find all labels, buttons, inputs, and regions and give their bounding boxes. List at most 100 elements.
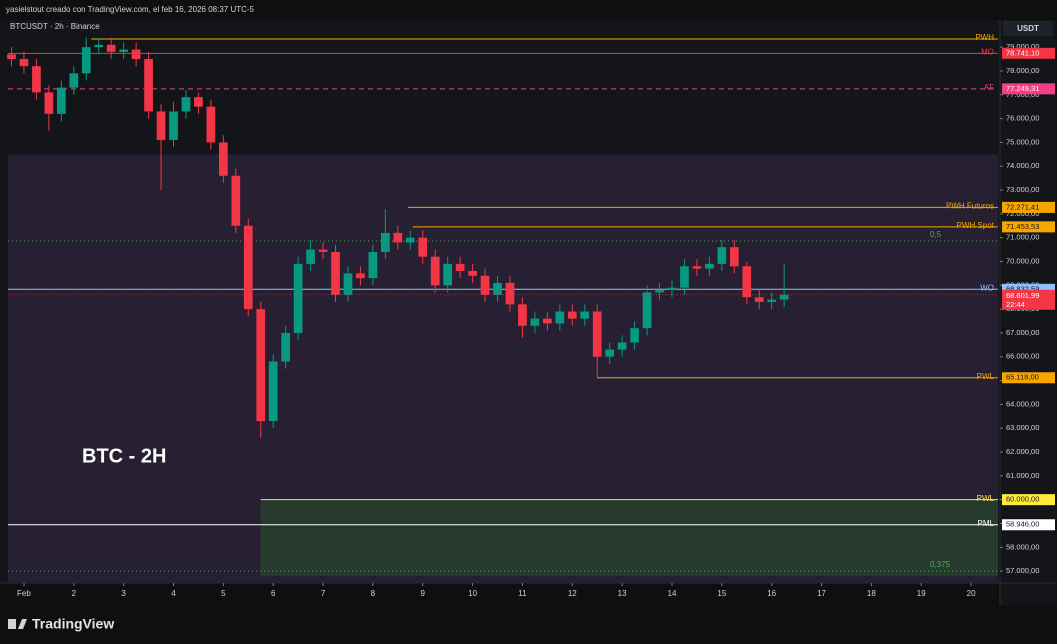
- candle-body: [144, 59, 153, 112]
- candle-body: [318, 249, 328, 252]
- candle-body: [194, 97, 203, 107]
- price-box: [1002, 201, 1055, 213]
- candle-body: [480, 275, 490, 295]
- candle-body: [680, 266, 689, 288]
- x-tick-label: 15: [717, 589, 726, 598]
- candle-body: [231, 175, 241, 226]
- x-tick-label: 16: [767, 589, 776, 598]
- x-tick-label: 6: [271, 589, 276, 598]
- candle-body: [306, 249, 315, 264]
- x-tick-label: Feb: [17, 589, 31, 598]
- logo-mark: [8, 619, 16, 629]
- level-label: PWL: [977, 494, 995, 503]
- candle-body: [742, 266, 752, 298]
- y-tick-label: 61.000,00: [1006, 471, 1039, 480]
- candle-body: [268, 361, 278, 422]
- price-box-label: 71.453,53: [1006, 222, 1039, 231]
- candle-body: [580, 311, 590, 319]
- candle-body: [19, 59, 29, 67]
- candle-body: [169, 111, 178, 141]
- level-label: PWH Spot: [957, 221, 995, 230]
- candle-body: [94, 44, 104, 48]
- price-box: [1002, 372, 1055, 384]
- candle-body: [281, 332, 291, 362]
- candle-body: [181, 97, 191, 112]
- candle-body: [705, 263, 714, 269]
- candle-body: [630, 328, 639, 343]
- candle-body: [7, 54, 16, 60]
- candle-body: [779, 294, 789, 300]
- price-box: [1002, 221, 1055, 233]
- candle-body: [256, 309, 266, 422]
- candle-body: [543, 318, 552, 324]
- y-tick-label: 57.000,00: [1006, 566, 1039, 575]
- logo-mark: [18, 619, 27, 629]
- candle-body: [44, 92, 54, 114]
- candle-body: [69, 73, 79, 88]
- candle-body: [81, 47, 91, 74]
- candle-body: [418, 237, 428, 257]
- candle-body: [156, 111, 166, 141]
- candle-body: [393, 232, 403, 243]
- brand: TradingView: [32, 616, 114, 632]
- candle-body: [206, 106, 216, 143]
- candle-body: [617, 342, 627, 350]
- candle-body: [692, 266, 702, 269]
- price-box: [1002, 519, 1055, 531]
- candle-body: [530, 318, 540, 326]
- candle-body: [717, 247, 727, 264]
- y-tick-label: 72.000,00: [1006, 209, 1039, 218]
- candle-body: [493, 282, 502, 295]
- candle-body: [119, 49, 129, 52]
- candle-body: [56, 87, 66, 114]
- y-tick-label: 58.000,00: [1006, 542, 1039, 551]
- current-price: 68.601,99: [1006, 291, 1039, 300]
- credit: yasielstout creado con TradingView.com, …: [6, 5, 255, 14]
- x-tick-label: 5: [221, 589, 226, 598]
- currency-box[interactable]: [1003, 21, 1053, 36]
- level-label: PWL: [977, 372, 995, 381]
- level-label: PWH Futuros: [946, 202, 994, 211]
- price-box-label: 65.118,00: [1006, 373, 1039, 382]
- level-label: AF: [984, 83, 994, 92]
- candle-body: [468, 271, 477, 276]
- y-tick-label: 78.000,00: [1006, 66, 1039, 75]
- y-tick-label: 76.000,00: [1006, 114, 1039, 123]
- candle-body: [131, 49, 141, 60]
- candle-body: [32, 66, 41, 93]
- candle-body: [430, 256, 440, 286]
- x-tick-label: 7: [321, 589, 326, 598]
- price-box: [1002, 47, 1055, 59]
- candle-body: [243, 225, 253, 310]
- candle-body: [555, 311, 565, 324]
- y-tick-label: 70.000,00: [1006, 256, 1039, 265]
- x-tick-label: 19: [917, 589, 926, 598]
- x-tick-label: 8: [371, 589, 376, 598]
- price-box-label: 78.741,10: [1006, 48, 1039, 57]
- price-axis-bg: [1000, 20, 1057, 605]
- y-tick-label: 75.000,00: [1006, 137, 1039, 146]
- logo[interactable]: TradingView: [8, 616, 114, 632]
- candle-body: [505, 282, 515, 305]
- y-tick-label: 67.000,00: [1006, 328, 1039, 337]
- countdown: 22:44: [1006, 300, 1025, 309]
- candle-body: [106, 44, 116, 52]
- currency[interactable]: USDT: [1017, 24, 1039, 33]
- x-tick-label: 4: [171, 589, 176, 598]
- level-label: PWH: [975, 33, 994, 42]
- x-tick-label: 13: [618, 589, 627, 598]
- y-tick-label: 79.000,00: [1006, 42, 1039, 51]
- price-box: [1002, 283, 1055, 295]
- price-box-label: 68.832,59: [1006, 284, 1039, 293]
- level-label: WO: [980, 283, 994, 292]
- price-box: [1002, 494, 1055, 506]
- y-tick-label: 66.000,00: [1006, 352, 1039, 361]
- y-tick-label: 62.000,00: [1006, 447, 1039, 456]
- candle-body: [592, 311, 602, 357]
- x-tick-label: 12: [568, 589, 577, 598]
- x-tick-label: 17: [817, 589, 826, 598]
- x-tick-label: 10: [468, 589, 477, 598]
- y-tick-label: 74.000,00: [1006, 161, 1039, 170]
